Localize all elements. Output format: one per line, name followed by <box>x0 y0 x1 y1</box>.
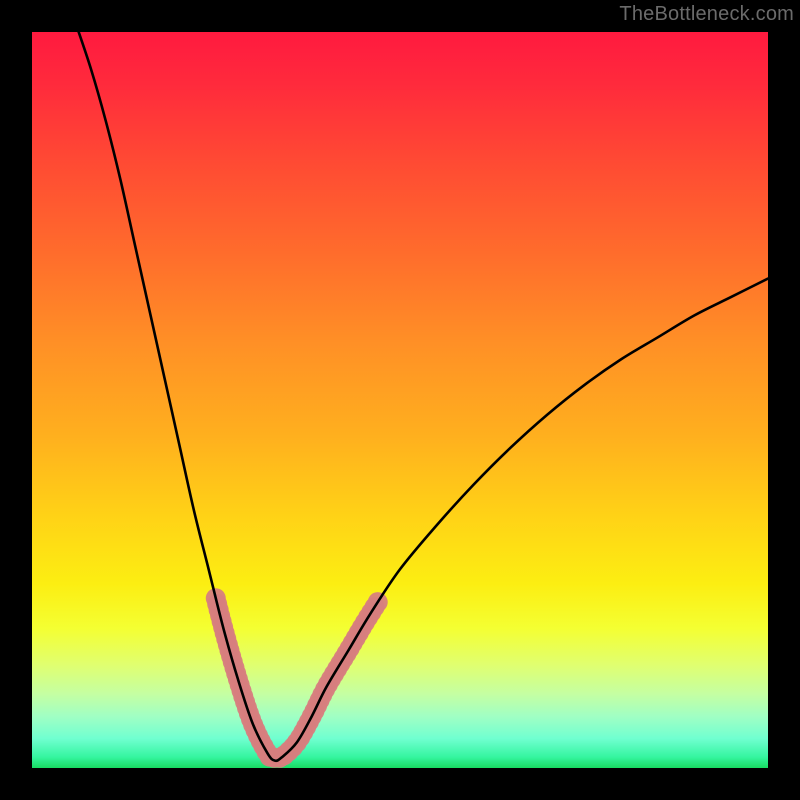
chart-stage: TheBottleneck.com <box>0 0 800 800</box>
plot-gradient-bg <box>32 32 768 768</box>
chart-svg <box>0 0 800 800</box>
